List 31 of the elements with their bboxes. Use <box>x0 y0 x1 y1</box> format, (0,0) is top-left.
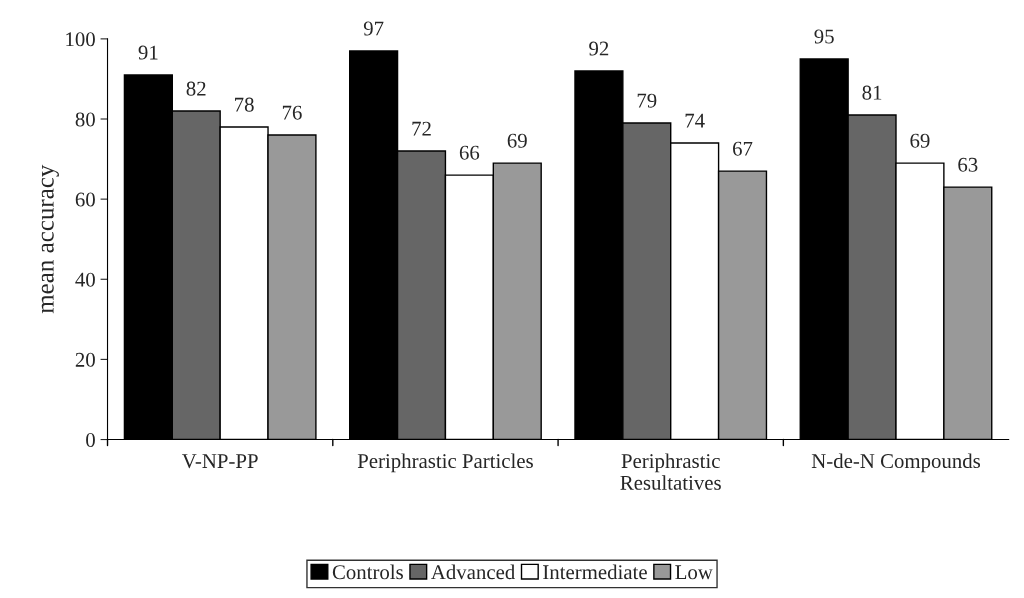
data-label: 95 <box>814 29 834 44</box>
x-tick-label: N-de-N Compounds <box>811 453 981 473</box>
data-label: 66 <box>459 145 480 160</box>
data-label: 92 <box>589 41 609 56</box>
data-label: 74 <box>685 113 705 128</box>
x-tick-label: Periphrastic Resultatives <box>620 453 721 490</box>
data-label: 72 <box>412 121 431 136</box>
y-tick-label: 60 <box>75 192 95 207</box>
data-label: 91 <box>138 45 158 60</box>
data-label: 76 <box>282 105 302 120</box>
y-tick-label: 0 <box>86 432 95 447</box>
legend-label: Controls <box>332 564 403 580</box>
x-tick-label: Periphrastic Particles <box>357 453 533 473</box>
y-axis-title: mean accuracy <box>41 164 59 314</box>
data-label: 79 <box>637 93 657 108</box>
data-label: 69 <box>507 133 527 148</box>
data-label: 63 <box>958 157 978 172</box>
data-label: 78 <box>235 97 254 112</box>
data-label: 97 <box>363 21 384 36</box>
legend-label: Intermediate <box>543 564 647 580</box>
data-label: 81 <box>862 85 882 100</box>
y-tick-label: 100 <box>66 32 95 47</box>
data-label: 67 <box>733 141 753 156</box>
data-label: 69 <box>910 133 930 148</box>
y-tick-label: 80 <box>75 112 95 127</box>
x-tick-label: V-NP-PP <box>181 454 258 469</box>
legend-label: Advanced <box>431 564 515 580</box>
data-label: 82 <box>186 81 206 96</box>
y-tick-label: 40 <box>75 272 95 287</box>
legend-label: Low <box>675 565 713 580</box>
y-tick-label: 20 <box>75 352 95 367</box>
